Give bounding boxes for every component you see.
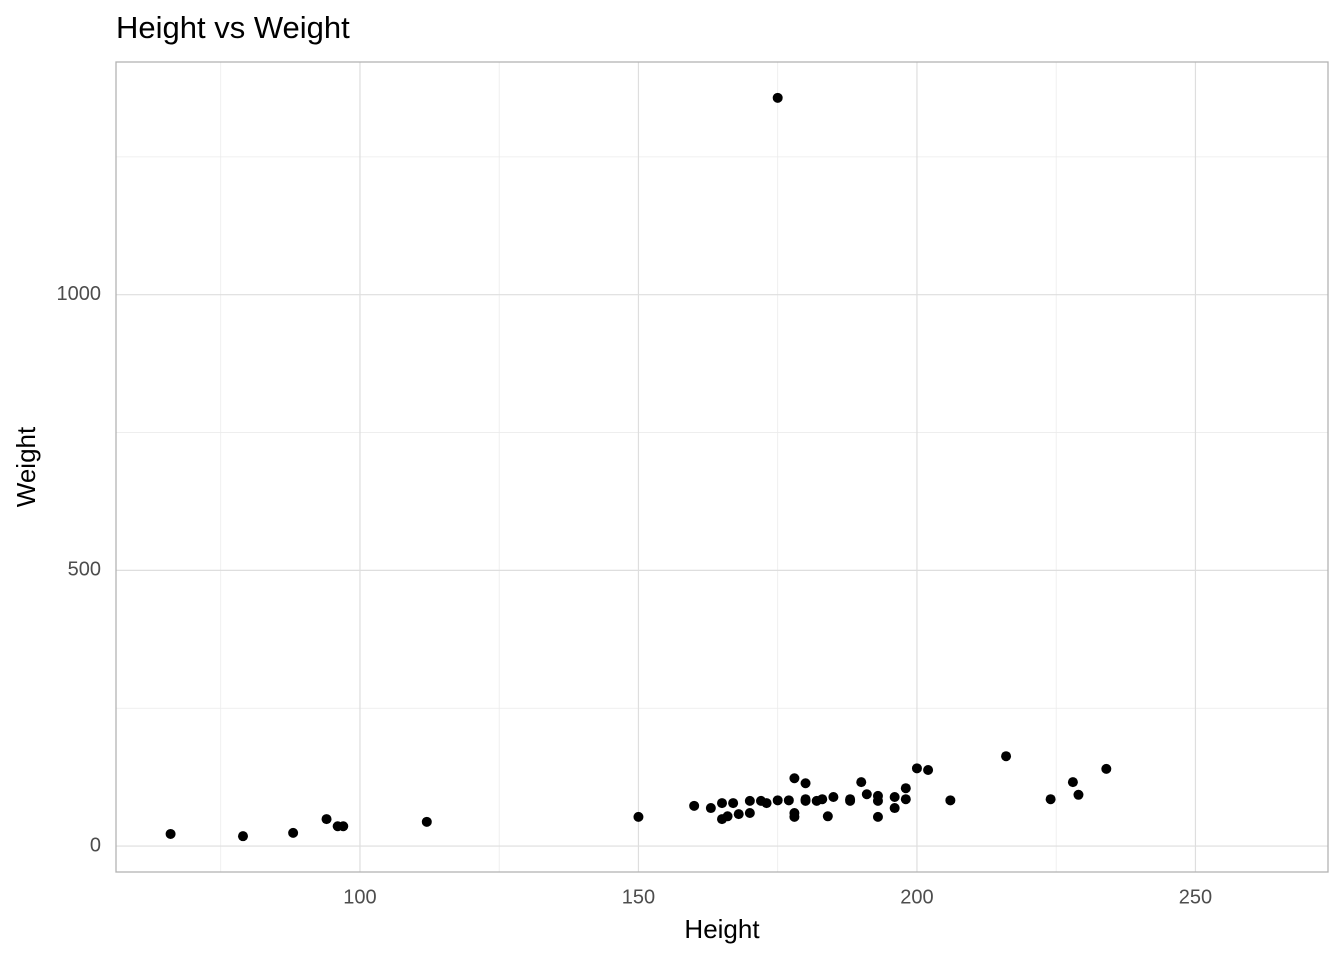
point <box>717 798 727 809</box>
point <box>165 828 176 839</box>
point <box>772 795 783 806</box>
point <box>705 803 716 814</box>
y-tick-label: 0 <box>90 834 101 856</box>
point <box>900 794 911 805</box>
point <box>856 777 867 788</box>
point <box>237 831 248 842</box>
point <box>923 764 934 775</box>
point <box>1067 777 1078 788</box>
point <box>828 792 839 803</box>
point <box>800 778 811 789</box>
point <box>761 798 772 809</box>
x-tick-label: 250 <box>1179 886 1212 908</box>
point <box>689 800 700 811</box>
point <box>889 803 900 814</box>
panel-border <box>115 61 1329 873</box>
point <box>872 811 883 822</box>
point <box>1045 794 1056 805</box>
point <box>1073 789 1084 800</box>
point <box>800 795 811 806</box>
chart-title: Height vs Weight <box>116 10 350 45</box>
point <box>945 795 956 806</box>
x-tick-label: 100 <box>343 886 376 908</box>
point <box>744 795 755 806</box>
point <box>900 783 911 794</box>
point <box>1101 763 1112 774</box>
point <box>1001 751 1012 762</box>
point <box>817 794 828 805</box>
point <box>338 821 349 832</box>
point <box>889 792 900 803</box>
point <box>722 811 733 822</box>
point <box>321 814 332 825</box>
point <box>789 773 800 784</box>
point <box>783 795 794 806</box>
point <box>421 816 432 827</box>
point <box>288 827 299 838</box>
point <box>772 92 783 103</box>
point <box>633 811 644 822</box>
point <box>822 811 833 822</box>
x-tick-label: 150 <box>622 886 655 908</box>
y-tick-label: 1000 <box>57 283 102 305</box>
point <box>845 795 856 806</box>
y-axis-label: Weight <box>11 426 41 507</box>
point <box>861 789 872 800</box>
x-tick-label: 200 <box>900 886 933 908</box>
point <box>872 795 883 806</box>
point <box>911 763 922 774</box>
y-tick-label: 500 <box>68 559 101 581</box>
point <box>728 798 739 809</box>
point <box>744 808 755 819</box>
x-axis-label: Height <box>684 914 760 944</box>
point <box>789 811 800 822</box>
point <box>733 809 744 820</box>
